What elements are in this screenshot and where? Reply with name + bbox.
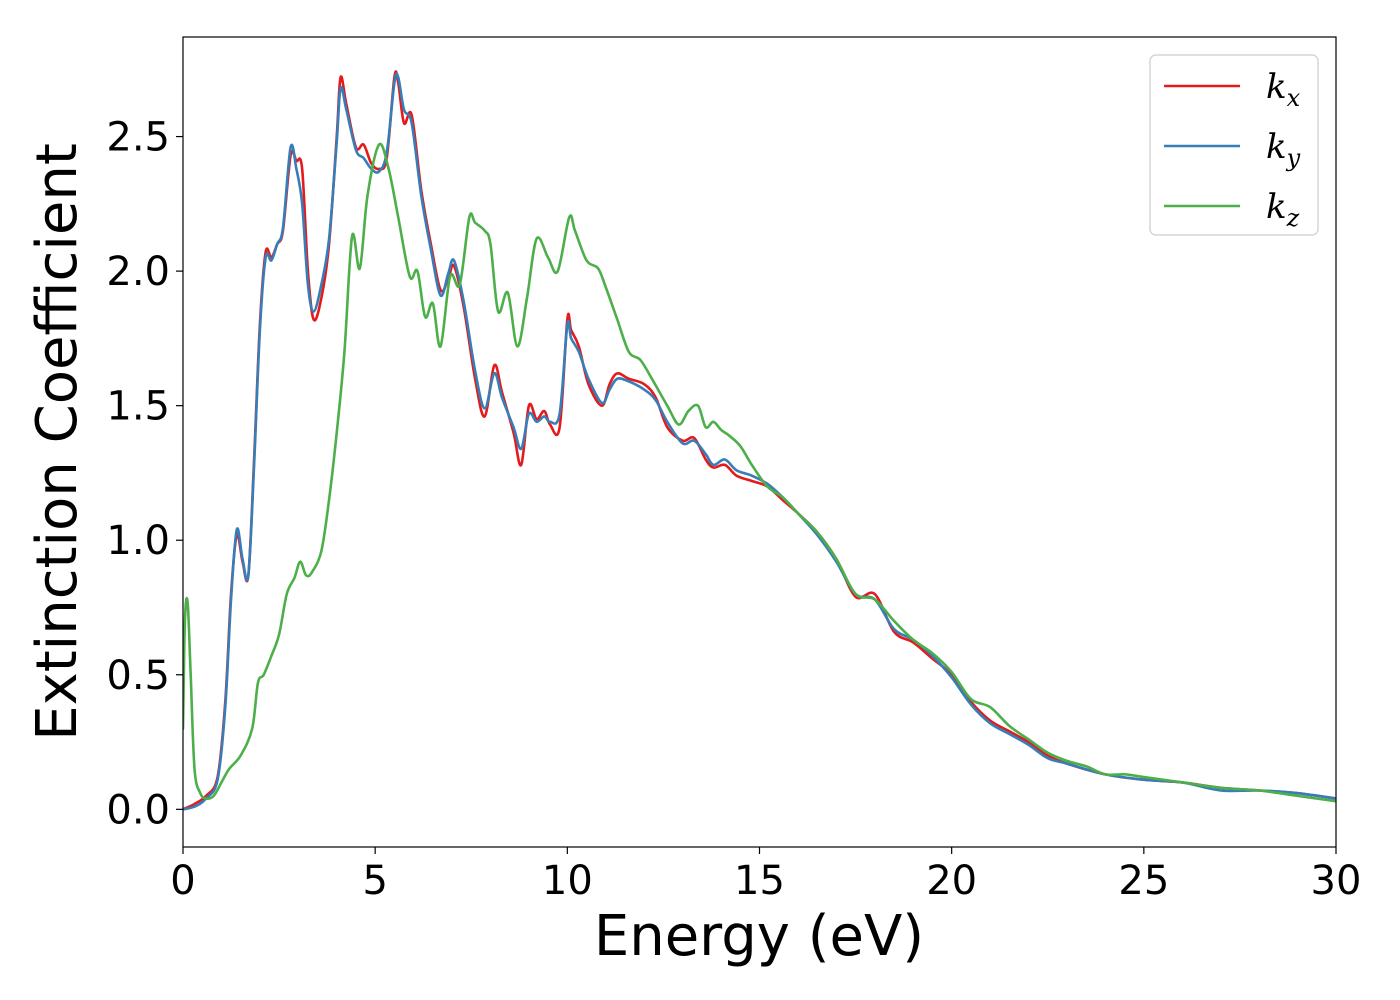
x-axis-label: Energy (eV) <box>594 904 924 969</box>
y-tick-label: 0.5 <box>106 653 170 699</box>
y-tick-label: 1.5 <box>106 384 170 430</box>
y-axis-ticks: 0.0 0.5 1.0 1.5 2.0 2.5 <box>106 115 183 833</box>
series-line-kz <box>183 142 1336 803</box>
x-tick-label: 15 <box>734 858 785 904</box>
x-tick-label: 25 <box>1118 858 1169 904</box>
x-tick-label: 0 <box>170 858 195 904</box>
y-tick-label: 0.0 <box>106 787 170 833</box>
x-tick-label: 5 <box>362 858 387 904</box>
x-tick-label: 30 <box>1311 858 1362 904</box>
x-axis-ticks: 0 5 10 15 20 25 30 <box>170 847 1361 904</box>
series-layer <box>183 70 1336 811</box>
x-tick-label: 10 <box>542 858 593 904</box>
x-tick-label: 20 <box>926 858 977 904</box>
series-line-ky <box>183 72 1336 811</box>
y-tick-label: 2.5 <box>106 115 170 161</box>
y-tick-label: 1.0 <box>106 518 170 564</box>
y-axis-label: Extinction Coefficient <box>25 143 90 741</box>
y-tick-label: 2.0 <box>106 249 170 295</box>
